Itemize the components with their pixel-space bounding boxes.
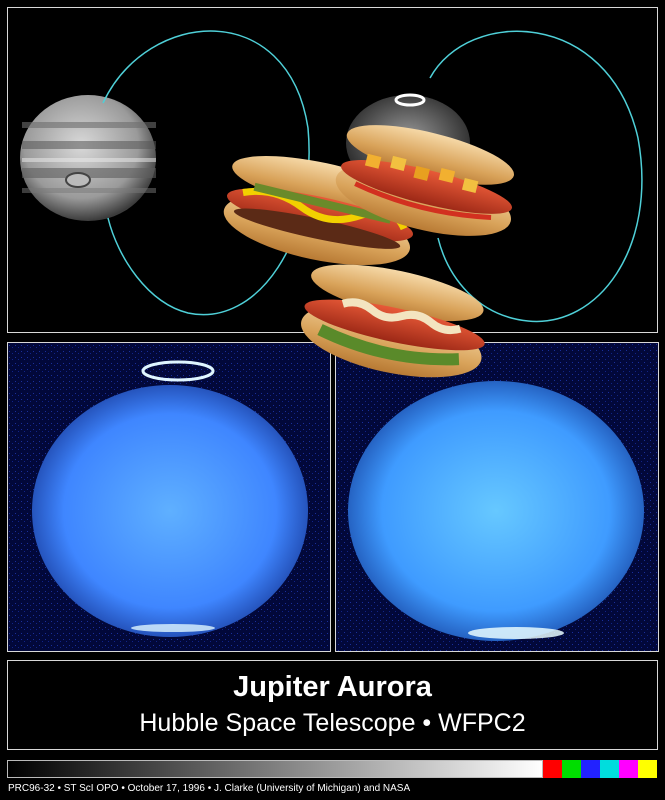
uv-image-right	[335, 342, 659, 652]
jupiter-visible	[20, 95, 156, 221]
swatch-green	[562, 760, 581, 778]
grayscale-calibration-bar	[7, 760, 543, 778]
swatch-yellow	[638, 760, 657, 778]
south-aurora-left	[131, 624, 215, 632]
color-calibration-swatches	[543, 760, 657, 778]
swatch-cyan	[600, 760, 619, 778]
top-image-panel	[7, 7, 658, 333]
south-aurora-right	[468, 627, 564, 639]
swatch-red	[543, 760, 562, 778]
swatch-blue	[581, 760, 600, 778]
credit-line: PRC96-32 • ST ScI OPO • October 17, 1996…	[8, 783, 411, 794]
uv-planet-right	[336, 343, 658, 651]
caption-box: Jupiter Aurora Hubble Space Telescope • …	[7, 660, 658, 750]
uv-planet-left	[8, 343, 330, 651]
image-title: Jupiter Aurora	[233, 671, 432, 703]
uv-image-left	[7, 342, 331, 652]
north-aurora-left	[141, 360, 215, 382]
image-subtitle: Hubble Space Telescope • WFPC2	[139, 709, 526, 737]
swatch-magenta	[619, 760, 638, 778]
jupiter-uv-top	[346, 93, 470, 191]
top-panel-graphic	[20, 30, 643, 323]
